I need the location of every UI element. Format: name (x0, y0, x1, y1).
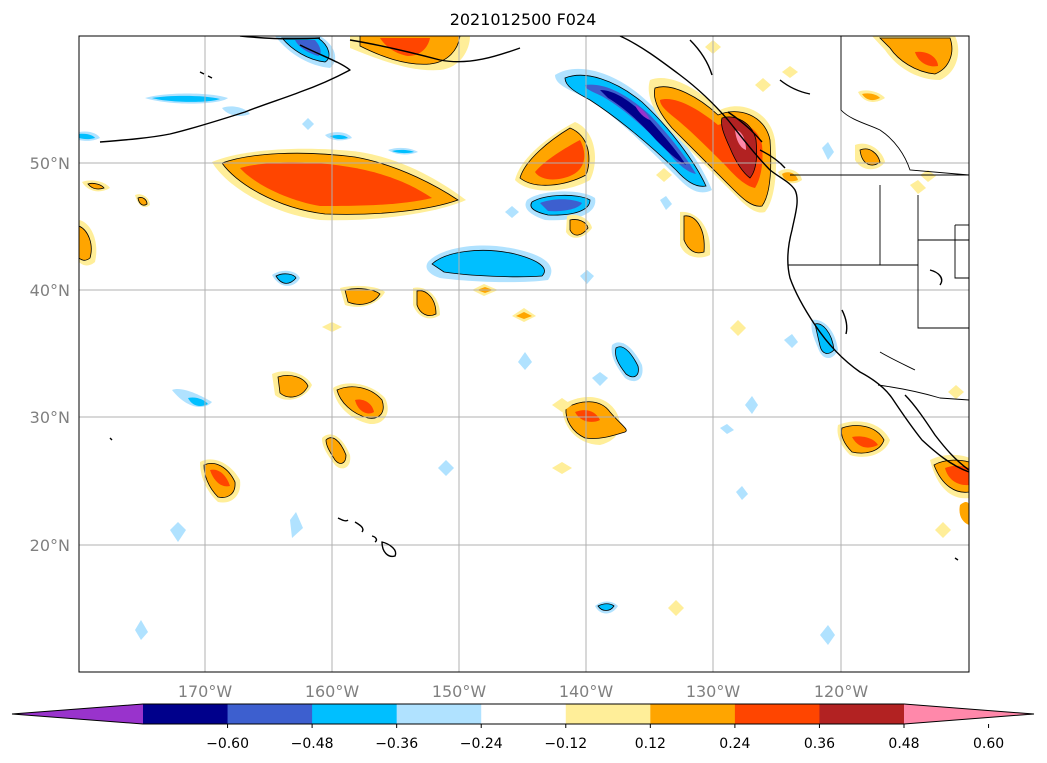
negative-anomaly-blob (275, 36, 336, 68)
colorbar-segment (819, 704, 905, 724)
colorbar-tick-label: 0.36 (804, 736, 835, 752)
colorbar-tick-label: −0.36 (375, 736, 418, 752)
colorbar-segment (227, 704, 313, 724)
lat-label: 50°N (30, 154, 70, 173)
positive-anomaly-band (648, 78, 777, 213)
positive-anomaly-blob (350, 36, 470, 71)
colorbar-tick-label: 0.12 (635, 736, 666, 752)
lon-label: 130°W (686, 682, 741, 701)
colorbar-segment (312, 704, 398, 724)
colorbar-tick-label: 0.48 (888, 736, 919, 752)
lon-label: 140°W (559, 682, 614, 701)
graticule (79, 36, 969, 672)
colorbar-segment (396, 704, 482, 724)
coastlines (99, 36, 969, 561)
negative-anomaly-blob (525, 191, 596, 221)
colorbar-segment (481, 704, 567, 724)
lon-label: 160°W (305, 682, 360, 701)
lat-label: 20°N (30, 536, 70, 555)
lon-label: 150°W (432, 682, 487, 701)
colorbar-segment (565, 704, 651, 724)
colorbar: −0.60 −0.48 −0.36 −0.24 −0.12 0.12 0.24 0.36 0.4… (11, 703, 1035, 752)
colorbar-max-extension (904, 704, 1034, 724)
positive-anomaly-blob (872, 36, 959, 80)
lon-label: 120°W (814, 682, 869, 701)
colorbar-tick-label: −0.12 (544, 736, 587, 752)
lat-label: 30°N (30, 408, 70, 427)
lat-label: 40°N (30, 281, 70, 300)
political-borders (788, 36, 969, 401)
colorbar-tick-label: 0.60 (973, 736, 1004, 752)
colorbar-tick-label: −0.48 (291, 736, 334, 752)
small-negative-anomalies (79, 93, 838, 645)
colorbar-segment (650, 704, 736, 724)
map-content (79, 36, 969, 672)
colorbar-min-extension (12, 704, 143, 724)
lon-label: 170°W (178, 682, 233, 701)
colorbar-tick-label: −0.60 (206, 736, 249, 752)
anomaly-fields (79, 36, 969, 645)
colorbar-segment (734, 704, 820, 724)
map-frame (78, 35, 970, 673)
colorbar-tick-label: −0.24 (460, 736, 503, 752)
colorbar-tick-label: 0.24 (719, 736, 750, 752)
figure-title: 2021012500 F024 (450, 10, 597, 29)
colorbar-segment (143, 704, 229, 724)
positive-anomaly-blob (515, 122, 595, 191)
positive-anomaly-blob (212, 148, 466, 221)
positive-anomaly-blob (79, 220, 97, 266)
negative-anomaly-blob (426, 245, 552, 283)
negative-anomaly-band (555, 68, 712, 193)
latitude-labels: 50°N 40°N 30°N 20°N (30, 154, 70, 555)
longitude-labels: 170°W 160°W 150°W 140°W 130°W 120°W (178, 682, 869, 701)
